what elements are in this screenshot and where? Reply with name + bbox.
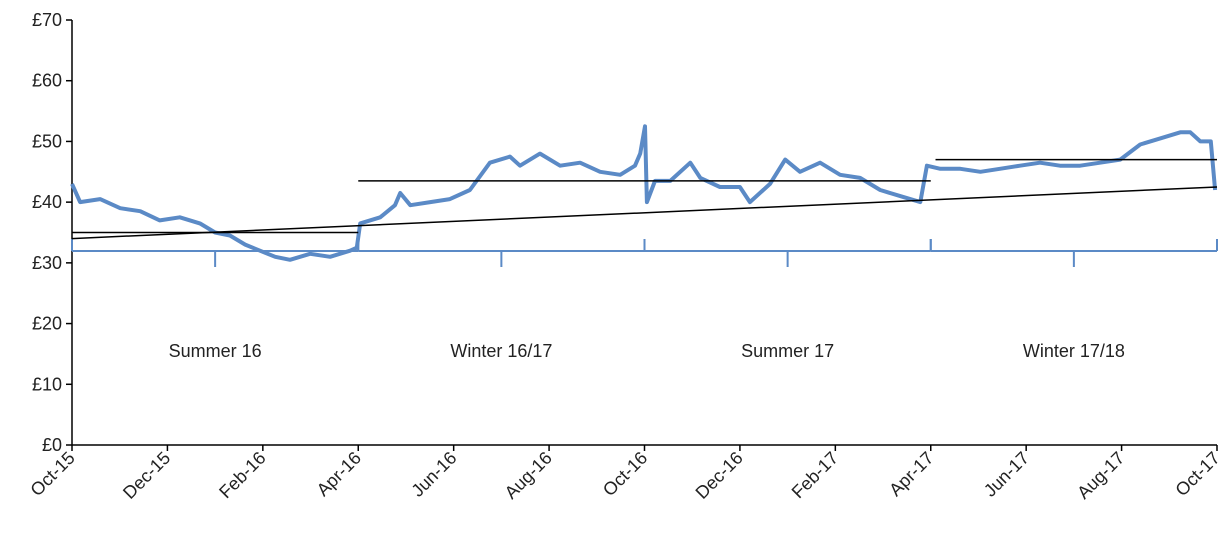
x-tick-label: Oct-15 xyxy=(26,448,78,500)
y-tick-label: £50 xyxy=(32,131,62,151)
y-tick-label: £60 xyxy=(32,71,62,91)
period-label: Summer 16 xyxy=(169,341,262,361)
y-tick-label: £40 xyxy=(32,192,62,212)
x-tick-label: Oct-17 xyxy=(1171,448,1223,500)
period-label: Summer 17 xyxy=(741,341,834,361)
x-tick-label: Feb-16 xyxy=(215,448,269,502)
price-line xyxy=(70,124,1218,262)
reference-line xyxy=(71,186,1218,240)
x-tick-label: Aug-17 xyxy=(1073,448,1128,503)
y-tick-label: £10 xyxy=(32,374,62,394)
y-tick-label: £30 xyxy=(32,253,62,273)
y-tick-label: £70 xyxy=(32,10,62,30)
x-tick-label: Oct-16 xyxy=(599,448,651,500)
x-tick-label: Apr-16 xyxy=(313,448,365,500)
y-tick-label: £20 xyxy=(32,314,62,334)
y-tick-label: £0 xyxy=(42,435,62,455)
period-label: Winter 16/17 xyxy=(450,341,552,361)
x-tick-label: Apr-17 xyxy=(885,448,937,500)
x-tick-label: Dec-15 xyxy=(119,448,174,503)
x-tick-label: Feb-17 xyxy=(788,448,842,502)
x-tick-label: Jun-16 xyxy=(407,448,460,501)
x-tick-label: Dec-16 xyxy=(692,448,747,503)
period-label: Winter 17/18 xyxy=(1023,341,1125,361)
x-tick-label: Aug-16 xyxy=(501,448,556,503)
x-tick-label: Jun-17 xyxy=(980,448,1033,501)
